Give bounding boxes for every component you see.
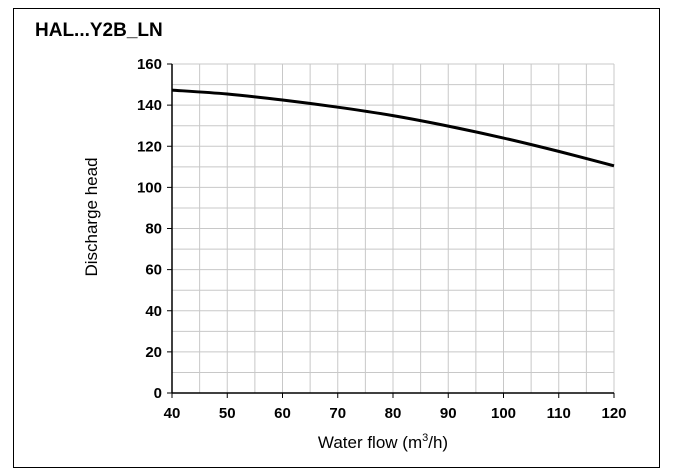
y-tick-label: 80 [145, 221, 162, 238]
y-axis-label: Discharge head [82, 157, 101, 276]
x-tick-label: 60 [274, 405, 291, 422]
x-tick-label: 90 [440, 405, 457, 422]
x-tick-label: 110 [547, 405, 571, 422]
x-tick-label: 70 [329, 405, 346, 422]
y-tick-label: 20 [145, 344, 162, 361]
chart-title: HAL...Y2B_LN [35, 20, 163, 41]
series-line [171, 88, 615, 168]
x-tick-label: 40 [164, 405, 181, 422]
y-tick-label: 60 [145, 262, 162, 279]
y-tick-label: 140 [137, 97, 162, 114]
x-tick-label: 120 [601, 405, 626, 422]
chart-area: 0 20 40 60 80 100 120 140 160 40 50 60 70 80 90 100 110 1… [82, 56, 627, 452]
x-tick-label: 100 [491, 405, 516, 422]
grid [172, 63, 615, 393]
y-tick-label: 100 [137, 179, 162, 196]
tick-labels: 0 20 40 60 80 100 120 140 160 40 50 60 70 80 90 100 110 1… [137, 56, 627, 422]
x-tick-label: 50 [219, 405, 236, 422]
y-tick-label: 120 [137, 138, 162, 155]
x-axis-label: Water flow (m3/h) [318, 432, 448, 452]
axes [167, 63, 615, 398]
x-tick-label: 80 [385, 405, 402, 422]
y-tick-label: 0 [154, 385, 162, 402]
y-tick-label: 40 [145, 303, 162, 320]
y-tick-label: 160 [137, 56, 162, 73]
